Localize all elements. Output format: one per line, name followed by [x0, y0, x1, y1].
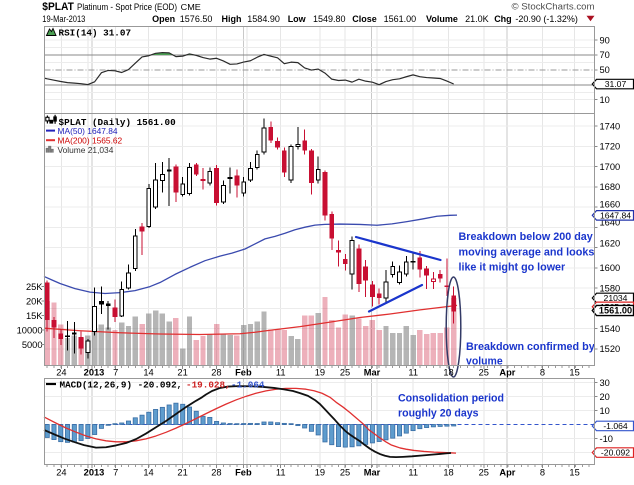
svg-text:28: 28: [211, 368, 221, 378]
svg-text:5000: 5000: [22, 340, 43, 350]
svg-text:11: 11: [276, 468, 286, 478]
svg-text:Apr: Apr: [499, 368, 515, 378]
svg-text:90: 90: [600, 35, 610, 45]
svg-text:Apr: Apr: [499, 468, 515, 478]
svg-text:21: 21: [177, 468, 187, 478]
svg-text:25: 25: [479, 368, 489, 378]
svg-text:Volume 21,034: Volume 21,034: [58, 145, 114, 155]
svg-text:High: High: [222, 14, 242, 24]
svg-text:11: 11: [408, 468, 418, 478]
svg-text:25: 25: [479, 468, 489, 478]
svg-text:19: 19: [315, 368, 325, 378]
svg-text:-1.064: -1.064: [603, 421, 628, 431]
svg-text:1647.84: 1647.84: [600, 210, 631, 220]
svg-text:1680: 1680: [600, 182, 621, 192]
svg-text:11: 11: [408, 368, 418, 378]
svg-text:10: 10: [600, 406, 610, 416]
svg-text:10: 10: [600, 95, 610, 105]
svg-text:1600: 1600: [600, 263, 621, 273]
svg-text:1520: 1520: [600, 344, 621, 354]
svg-text:moving average and looks: moving average and looks: [459, 246, 595, 258]
svg-text:19: 19: [315, 468, 325, 478]
svg-text:70: 70: [600, 50, 610, 60]
svg-text:MA(50) 1647.84: MA(50) 1647.84: [58, 126, 118, 136]
svg-text:like it might go lower: like it might go lower: [459, 261, 566, 273]
svg-text:14: 14: [143, 368, 153, 378]
svg-text:-1.064: -1.064: [231, 379, 265, 390]
svg-text:20K: 20K: [26, 297, 43, 307]
svg-text:18: 18: [443, 468, 453, 478]
svg-text:2013: 2013: [84, 468, 105, 478]
svg-text:© StockCharts.com: © StockCharts.com: [512, 2, 595, 12]
svg-text:Low: Low: [288, 14, 307, 24]
svg-text:1580: 1580: [600, 283, 621, 293]
svg-text:2013: 2013: [84, 368, 105, 378]
svg-text:15: 15: [569, 368, 579, 378]
svg-text:Platinum - Spot Price (EOD): Platinum - Spot Price (EOD): [77, 2, 177, 12]
svg-text:1561.00: 1561.00: [599, 306, 632, 316]
svg-text:1720: 1720: [600, 142, 621, 152]
svg-text:8: 8: [540, 468, 545, 478]
svg-text:1561.00: 1561.00: [384, 14, 417, 24]
svg-text:25: 25: [340, 468, 350, 478]
svg-text:Close: Close: [352, 14, 377, 24]
svg-text:Breakdown below 200 day: Breakdown below 200 day: [459, 231, 594, 243]
svg-text:15: 15: [569, 468, 579, 478]
svg-text:Mar: Mar: [364, 468, 381, 478]
svg-text:CME: CME: [181, 2, 202, 12]
svg-text:Feb: Feb: [235, 368, 252, 378]
svg-text:-19.028,: -19.028,: [186, 379, 231, 390]
svg-text:8: 8: [540, 368, 545, 378]
svg-text:18: 18: [443, 368, 453, 378]
svg-text:Open: Open: [152, 14, 175, 24]
svg-text:14: 14: [143, 468, 153, 478]
svg-text:$PLAT (Daily) 1561.00: $PLAT (Daily) 1561.00: [59, 117, 177, 128]
svg-text:1740: 1740: [600, 122, 621, 132]
svg-text:volume: volume: [466, 356, 503, 368]
svg-text:7: 7: [113, 468, 118, 478]
svg-text:25K: 25K: [26, 282, 43, 292]
svg-text:MACD(12,26,9) -20.092,: MACD(12,26,9) -20.092,: [60, 379, 183, 390]
svg-text:15K: 15K: [26, 311, 43, 321]
svg-text:25: 25: [340, 368, 350, 378]
svg-text:31.07: 31.07: [605, 79, 627, 89]
svg-text:Mar: Mar: [364, 368, 381, 378]
svg-text:1540: 1540: [600, 324, 621, 334]
svg-text:50: 50: [600, 65, 610, 75]
svg-text:1700: 1700: [600, 162, 621, 172]
svg-text:1549.80: 1549.80: [313, 14, 346, 24]
svg-text:11: 11: [276, 368, 286, 378]
svg-text:Feb: Feb: [235, 468, 252, 478]
svg-text:1660: 1660: [600, 200, 621, 210]
svg-text:-10: -10: [600, 434, 613, 444]
svg-text:1576.50: 1576.50: [180, 14, 213, 24]
svg-text:1620: 1620: [600, 238, 621, 248]
svg-text:28: 28: [211, 468, 221, 478]
svg-text:-20.092: -20.092: [601, 448, 630, 458]
svg-text:roughly 20 days: roughly 20 days: [398, 408, 479, 420]
svg-text:10000: 10000: [17, 326, 43, 336]
svg-text:Volume: Volume: [426, 14, 458, 24]
svg-text:Chg: Chg: [494, 14, 512, 24]
svg-text:1584.90: 1584.90: [247, 14, 280, 24]
svg-text:Breakdown confirmed by: Breakdown confirmed by: [466, 341, 595, 353]
svg-text:-20.90 (-1.32%): -20.90 (-1.32%): [515, 14, 578, 24]
svg-text:21034: 21034: [604, 293, 628, 303]
svg-text:21.0K: 21.0K: [465, 14, 489, 24]
svg-text:RSI(14) 31.07: RSI(14) 31.07: [59, 27, 132, 38]
svg-text:21: 21: [177, 368, 187, 378]
svg-text:Consolidation period: Consolidation period: [398, 393, 504, 405]
svg-text:MA(200) 1565.62: MA(200) 1565.62: [58, 135, 123, 145]
svg-text:24: 24: [56, 468, 66, 478]
svg-text:$PLAT: $PLAT: [42, 1, 74, 13]
svg-text:19-Mar-2013: 19-Mar-2013: [42, 14, 85, 24]
svg-text:24: 24: [56, 368, 66, 378]
svg-text:20: 20: [600, 392, 610, 402]
svg-text:30: 30: [600, 378, 610, 388]
svg-text:1640: 1640: [600, 218, 621, 228]
svg-text:7: 7: [113, 368, 118, 378]
